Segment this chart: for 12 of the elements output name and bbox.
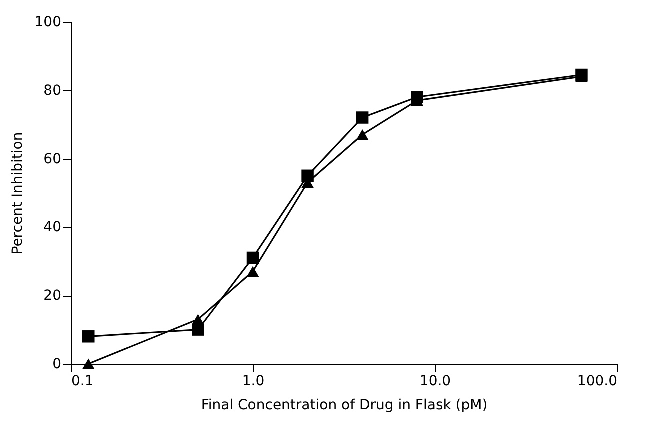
y-tick-label: 100	[34, 14, 62, 30]
y-axis-title: Percent Inhibition	[10, 132, 26, 255]
y-tick-label: 0	[52, 356, 62, 372]
x-tick-label: 10.0	[420, 374, 452, 390]
x-tick-label: 0.1	[72, 374, 94, 390]
x-tick-label: 100.0	[577, 374, 618, 390]
y-tick-label: 40	[44, 220, 62, 236]
y-tick-label: 60	[44, 151, 62, 168]
x-axis-title: Final Concentration of Drug in Flask (pM)	[201, 398, 488, 414]
y-tick-label: 80	[44, 82, 62, 99]
y-tick-label: 20	[44, 288, 62, 304]
x-tick-label: 1.0	[242, 374, 265, 390]
